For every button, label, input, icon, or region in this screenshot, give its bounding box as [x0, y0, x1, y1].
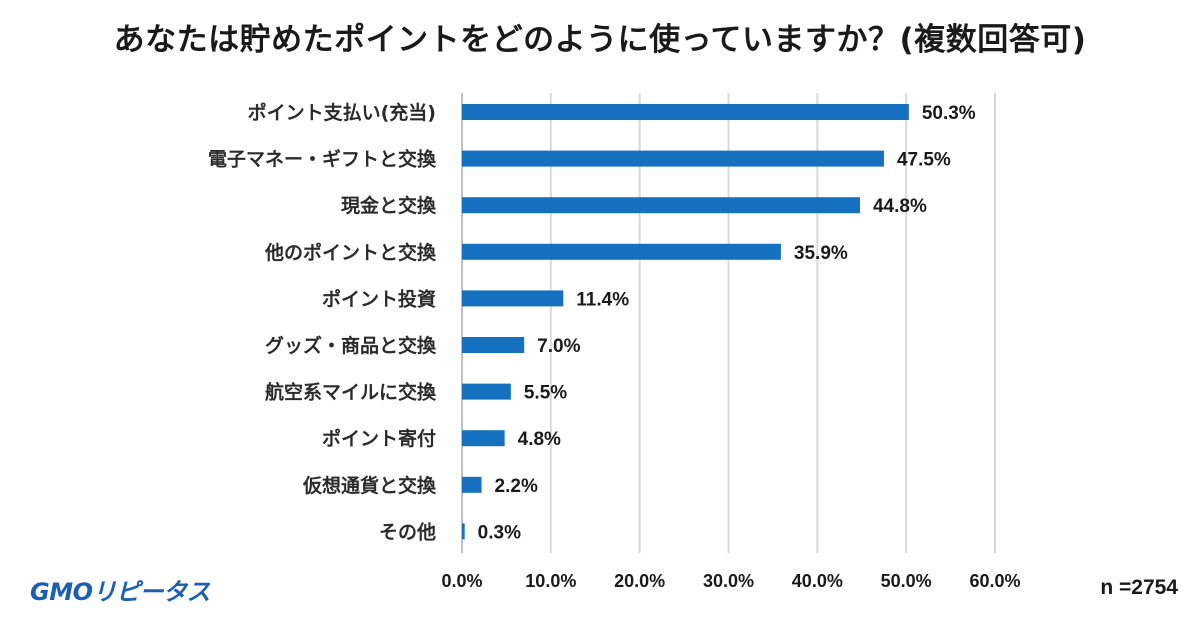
- x-tick-label: 40.0%: [792, 571, 843, 591]
- bar: [462, 476, 482, 493]
- category-label: その他: [379, 520, 436, 543]
- data-label: 5.5%: [524, 383, 567, 404]
- chart-title: あなたは貯めたポイントをどのように使っていますか？(複数回答可): [113, 22, 1087, 58]
- bar: [462, 150, 884, 167]
- category-label: 仮想通貨と交換: [302, 474, 437, 497]
- x-tick-label: 0.0%: [441, 571, 482, 591]
- category-label: ポイント支払い(充当): [248, 101, 436, 124]
- x-tick-label: 50.0%: [881, 571, 932, 591]
- bar: [462, 383, 511, 400]
- bar: [462, 337, 525, 353]
- sample-size-label: n =2754: [1100, 576, 1178, 599]
- data-label: 50.3%: [922, 103, 976, 124]
- category-label: グッズ・商品と交換: [265, 334, 437, 357]
- x-tick-label: 60.0%: [969, 571, 1020, 591]
- bar: [462, 197, 860, 214]
- bar: [462, 430, 505, 447]
- category-label: ポイント寄付: [322, 427, 436, 450]
- category-label: 電子マネー・ギフトと交換: [208, 148, 437, 171]
- data-label: 2.2%: [495, 476, 538, 497]
- data-label: 0.3%: [478, 522, 521, 543]
- data-label: 7.0%: [537, 336, 580, 357]
- data-label: 47.5%: [897, 150, 951, 171]
- category-label: 現金と交換: [341, 194, 437, 217]
- bar: [462, 523, 465, 540]
- bar: [462, 290, 564, 307]
- data-label: 11.4%: [576, 289, 629, 310]
- bar: [462, 104, 909, 120]
- data-label: 35.9%: [794, 243, 848, 264]
- category-label: 航空系マイルに交換: [265, 381, 437, 404]
- x-tick-label: 20.0%: [614, 571, 665, 591]
- x-tick-label: 10.0%: [525, 571, 576, 591]
- gmo-logo: GMOリピータス: [30, 578, 210, 606]
- data-label: 44.8%: [873, 196, 927, 217]
- category-label: ポイント投資: [322, 287, 436, 310]
- x-tick-label: 30.0%: [703, 571, 754, 591]
- data-label: 4.8%: [518, 429, 561, 450]
- category-label: 他のポイントと交換: [264, 241, 437, 264]
- bar: [462, 243, 781, 260]
